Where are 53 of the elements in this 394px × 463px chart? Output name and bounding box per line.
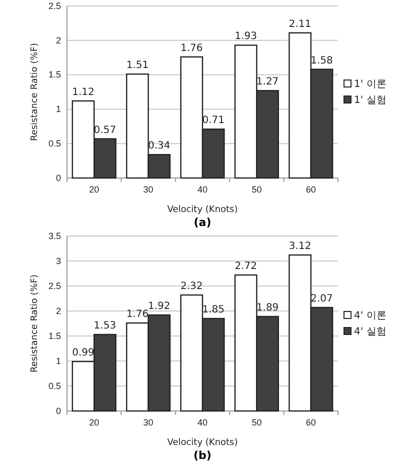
- y-tick-label: 2.5: [48, 0, 61, 11]
- legend-label: 4' 이론: [354, 310, 386, 322]
- data-label: 1.27: [256, 76, 279, 88]
- y-axis-title: Resistance Ratio (%F): [30, 42, 40, 142]
- data-label: 1.76: [126, 309, 149, 320]
- data-label: 1.93: [234, 31, 257, 42]
- data-label: 1.89: [256, 302, 279, 314]
- legend-label: 1' 실험: [354, 95, 386, 106]
- legend-label: 1' 이론: [354, 79, 386, 90]
- y-tick-label: 1: [56, 104, 61, 114]
- x-axis-title: Velocity (Knots): [167, 205, 238, 215]
- x-tick-label: 60: [306, 184, 316, 194]
- x-tick-label: 30: [143, 184, 154, 194]
- y-tick-label: 0.5: [48, 138, 61, 148]
- x-tick-label: 40: [197, 417, 208, 428]
- y-axis-title: Resistance Ratio (%F): [30, 274, 40, 373]
- text: (b): [194, 449, 212, 462]
- x-tick-label: 40: [197, 184, 208, 194]
- x-tick-label: 30: [143, 417, 154, 428]
- data-label: 0.71: [202, 115, 224, 126]
- legend-label: 4' 실험: [354, 326, 386, 338]
- data-label: 1.58: [310, 55, 333, 66]
- data-label: 1.51: [126, 60, 149, 72]
- data-label: 1.92: [148, 301, 170, 312]
- y-tick-label: 2.5: [48, 280, 61, 291]
- data-label: 0.99: [72, 348, 94, 358]
- x-tick-label: 20: [89, 184, 100, 194]
- x-tick-label: 50: [252, 184, 262, 194]
- y-tick-label: 0: [56, 406, 61, 416]
- y-tick-label: 0: [56, 172, 61, 183]
- data-label: 2.07: [310, 294, 333, 304]
- x-tick-label: 50: [252, 417, 262, 428]
- data-label: 1.76: [180, 42, 203, 54]
- y-tick-label: 0.5: [48, 380, 61, 391]
- y-tick-label: 3.5: [48, 230, 61, 241]
- y-tick-label: 2: [56, 35, 61, 46]
- data-label: 1.85: [202, 304, 224, 316]
- y-tick-label: 2: [56, 306, 61, 316]
- y-tick-label: 1: [56, 356, 61, 366]
- data-label: 2.11: [288, 18, 312, 30]
- y-tick-label: 3: [56, 256, 61, 266]
- data-label: 2.72: [234, 261, 257, 272]
- data-label: 0.57: [94, 124, 116, 136]
- data-label: 1.12: [72, 86, 94, 98]
- text: (a): [194, 216, 212, 229]
- x-tick-label: 20: [89, 417, 100, 428]
- y-tick-label: 1.5: [48, 70, 61, 80]
- x-axis-title: Velocity (Knots): [167, 438, 238, 448]
- data-label: 1.53: [94, 320, 116, 332]
- data-label: 3.12: [288, 241, 312, 252]
- y-tick-label: 1.5: [48, 330, 61, 341]
- data-label: 2.32: [180, 281, 203, 292]
- x-tick-label: 60: [306, 417, 316, 428]
